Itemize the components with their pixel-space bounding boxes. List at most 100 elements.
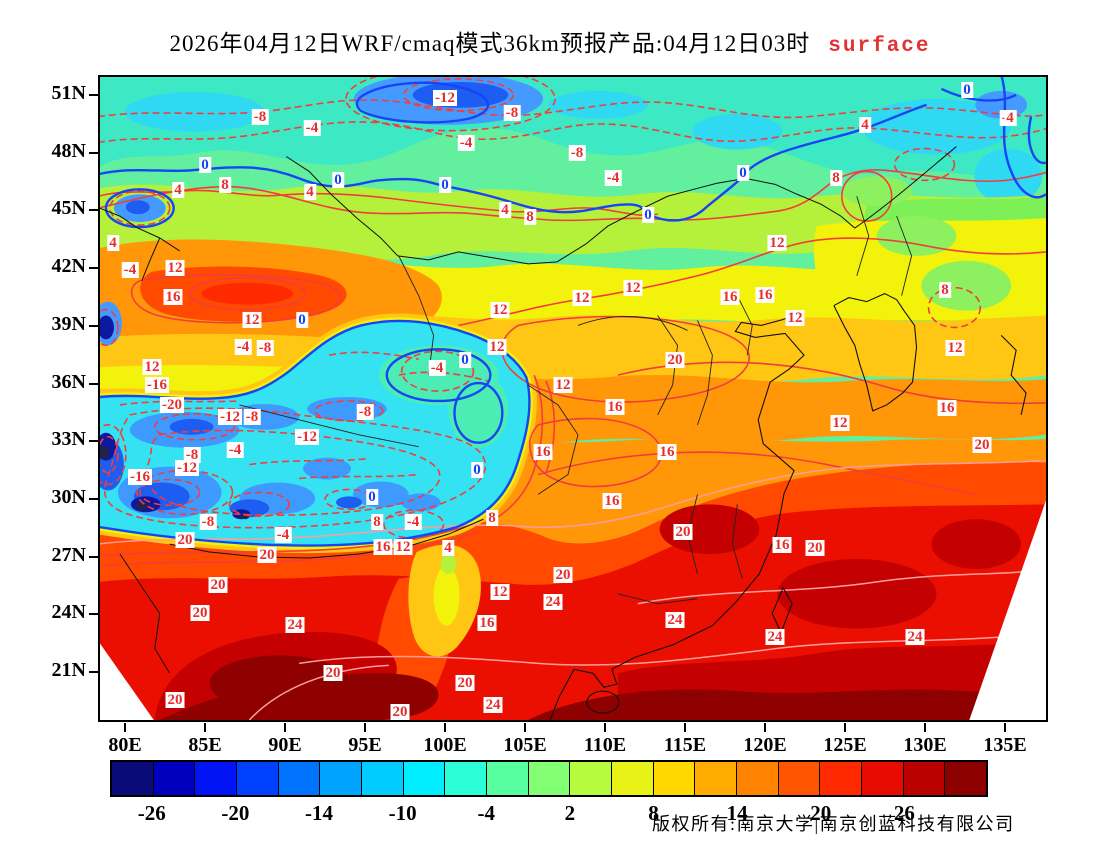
lat-tick <box>89 497 98 500</box>
colorbar-tick-label: 14 <box>726 801 748 825</box>
colorbar-segment <box>320 762 363 795</box>
contour-label: 12 <box>393 539 413 555</box>
contour-label: 20 <box>673 524 693 540</box>
lat-tick-label: 27N <box>51 543 86 566</box>
title-text: 2026年04月12日WRF/cmaq模式36km预报产品:04月12日03时 <box>169 31 811 56</box>
lon-tick <box>764 723 766 732</box>
lat-tick-label: 21N <box>51 659 86 681</box>
contour-label: 12 <box>945 340 965 356</box>
colorbar <box>110 760 988 797</box>
contour-label: 0 <box>439 177 451 193</box>
lon-tick-label: 105E <box>503 734 547 756</box>
lat-tick-label: 42N <box>51 255 86 278</box>
lon-tick <box>524 723 526 732</box>
lat-tick <box>89 94 98 96</box>
lon-tick-label: 85E <box>188 734 222 756</box>
contour-label: -4 <box>404 514 422 530</box>
contour-label: 20 <box>165 692 185 708</box>
lat-tick <box>89 324 98 327</box>
colorbar-tick-label: 26 <box>893 801 915 825</box>
lon-tick-label: 125E <box>823 734 867 756</box>
contour-label: 12 <box>490 302 510 318</box>
lat-tick <box>89 671 98 673</box>
contour-label: -4 <box>234 339 252 355</box>
zero-contours <box>100 77 1046 547</box>
contour-label: 12 <box>242 312 262 328</box>
contour-label: -4 <box>303 120 321 136</box>
lat-tick-label: 48N <box>51 139 86 162</box>
colorbar-segment <box>612 762 654 795</box>
contour-label: 4 <box>859 117 871 133</box>
contour-label: 16 <box>373 539 393 555</box>
map-frame <box>98 75 1048 722</box>
colorbar-tick-label: -10 <box>388 801 417 825</box>
contour-label: 8 <box>219 177 231 193</box>
colorbar-segment <box>570 762 613 795</box>
contour-label: -8 <box>183 447 201 463</box>
contour-label: 12 <box>623 280 643 296</box>
contour-label: 16 <box>720 289 740 305</box>
lon-tick <box>924 723 926 732</box>
contour-label: 24 <box>483 697 503 713</box>
contour-label: -4 <box>226 442 244 458</box>
lon-tick-label: 110E <box>583 734 627 756</box>
lon-tick-label: 100E <box>423 734 467 756</box>
contour-label: 12 <box>785 310 805 326</box>
contour-label: 16 <box>605 399 625 415</box>
colorbar-segment <box>112 762 154 795</box>
contour-label: 20 <box>175 532 195 548</box>
contour-label: 16 <box>772 537 792 553</box>
contour-label: 20 <box>257 547 277 563</box>
contour-label: 0 <box>737 165 749 181</box>
contour-label: 24 <box>665 612 685 628</box>
contour-label: -4 <box>121 262 139 278</box>
contour-label: 4 <box>107 235 119 251</box>
colorbar-segment <box>945 762 987 795</box>
lon-tick-label: 120E <box>743 734 787 756</box>
contour-label: 20 <box>323 665 343 681</box>
contour-label: 0 <box>459 352 471 368</box>
lat-tick-label: 33N <box>51 428 86 451</box>
contour-label: 0 <box>199 157 211 173</box>
colorbar-segment <box>778 762 821 795</box>
positive-contours <box>100 169 1046 567</box>
lon-tick <box>844 723 846 732</box>
contour-label: 20 <box>972 437 992 453</box>
lat-tick <box>89 151 98 154</box>
colorbar-segment <box>487 762 529 795</box>
contour-label: -8 <box>251 109 269 125</box>
contour-label: 16 <box>163 289 183 305</box>
title-surface-tag: surface <box>828 35 931 58</box>
lon-tick-label: 115E <box>663 734 707 756</box>
contour-label: -12 <box>295 429 319 445</box>
colorbar-segment <box>737 762 779 795</box>
contour-label: 8 <box>939 282 951 298</box>
contour-label: -8 <box>243 409 261 425</box>
borders <box>100 146 957 674</box>
contour-label: 4 <box>499 202 511 218</box>
contour-label: -8 <box>356 404 374 420</box>
lon-tick <box>284 723 286 732</box>
contour-label: 24 <box>285 617 305 633</box>
contour-label: 12 <box>830 415 850 431</box>
contour-label: 0 <box>642 207 654 223</box>
contour-label: -4 <box>604 170 622 186</box>
lat-tick <box>89 382 98 385</box>
lat-tick <box>89 209 98 212</box>
lon-tick <box>124 723 126 732</box>
colorbar-segment <box>195 762 238 795</box>
contour-label: 4 <box>304 184 316 200</box>
contour-label: 12 <box>767 235 787 251</box>
contour-label: -4 <box>457 135 475 151</box>
colorbar-segment <box>237 762 279 795</box>
colorbar-tick-label: 20 <box>810 801 832 825</box>
colorbar-tick-label: -4 <box>477 801 496 825</box>
lat-tick <box>89 440 98 443</box>
contour-label: 16 <box>937 400 957 416</box>
contour-label: 12 <box>572 290 592 306</box>
lon-tick-label: 95E <box>348 734 382 756</box>
contour-label: 20 <box>553 567 573 583</box>
coastline <box>549 293 1027 720</box>
lon-tick-label: 130E <box>903 734 947 756</box>
contour-label: -8 <box>199 514 217 530</box>
